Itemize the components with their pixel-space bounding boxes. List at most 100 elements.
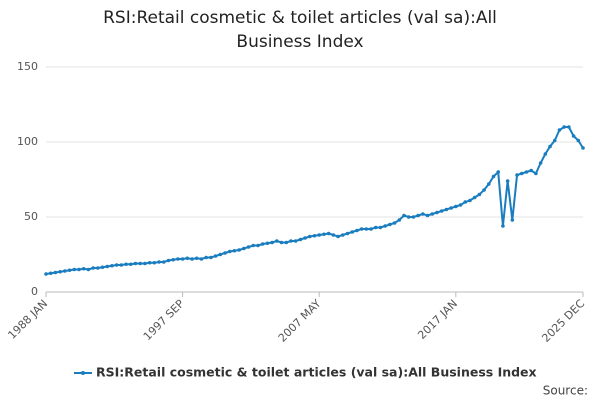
point — [48, 271, 53, 276]
point — [364, 227, 369, 231]
point — [161, 260, 166, 264]
series-line — [45, 126, 584, 275]
point — [265, 241, 270, 246]
point — [171, 257, 175, 262]
point — [336, 234, 340, 239]
point — [496, 170, 501, 174]
point — [213, 254, 218, 258]
y-tick-label: 0 — [31, 285, 38, 298]
point — [515, 173, 519, 177]
x-tick-label: 2007 MAY — [276, 297, 324, 345]
x-tick-label: 2025 DEC — [539, 297, 587, 345]
point — [307, 234, 312, 239]
point — [293, 239, 298, 243]
y-tick-label: 100 — [17, 135, 38, 148]
point — [100, 265, 105, 270]
point — [454, 204, 458, 209]
point — [180, 257, 185, 261]
point — [53, 270, 58, 275]
x-tick-label: 1988 JAN — [5, 297, 50, 342]
point — [143, 261, 147, 266]
point — [275, 239, 279, 243]
point — [260, 242, 265, 246]
point — [289, 239, 293, 243]
point — [218, 252, 223, 257]
point — [256, 243, 260, 248]
point — [124, 262, 128, 267]
point — [152, 260, 157, 265]
point — [463, 200, 468, 204]
point — [557, 128, 562, 132]
point — [491, 174, 496, 179]
point — [138, 261, 143, 266]
point — [67, 268, 72, 273]
point — [435, 210, 439, 215]
point — [270, 240, 274, 245]
point — [449, 206, 453, 210]
point — [392, 221, 397, 225]
point — [232, 248, 237, 253]
point — [468, 198, 472, 203]
point — [477, 192, 482, 197]
point — [86, 267, 91, 272]
x-tick-label: 2017 JAN — [415, 297, 460, 342]
point — [298, 237, 303, 242]
point — [237, 248, 241, 252]
point — [444, 207, 449, 212]
point — [147, 260, 152, 265]
legend-label: RSI:Retail cosmetic & toilet articles (v… — [96, 365, 537, 380]
point — [524, 170, 529, 174]
point — [284, 240, 289, 245]
point — [519, 171, 524, 176]
point — [538, 161, 543, 165]
point — [157, 260, 161, 264]
point — [322, 232, 326, 237]
point — [72, 267, 77, 272]
point — [350, 230, 354, 234]
point — [345, 231, 350, 236]
point — [133, 261, 138, 266]
point — [383, 224, 387, 228]
point — [204, 255, 208, 260]
point — [425, 213, 430, 218]
point — [510, 218, 515, 222]
point — [166, 258, 171, 263]
point — [534, 171, 538, 176]
point — [303, 236, 307, 240]
point — [279, 240, 284, 245]
point — [571, 134, 576, 138]
point — [176, 257, 180, 261]
point — [355, 228, 359, 233]
point — [482, 188, 486, 192]
point — [430, 212, 435, 216]
point — [326, 231, 331, 236]
point — [77, 267, 81, 272]
point — [110, 263, 114, 268]
source: Source: — [543, 384, 588, 398]
point — [543, 152, 548, 156]
point — [373, 225, 378, 230]
point — [416, 213, 420, 218]
x-tick-label: 1997 SEP — [141, 297, 187, 343]
point — [242, 246, 246, 251]
point — [105, 264, 110, 269]
point — [567, 125, 571, 129]
point — [44, 272, 48, 276]
point — [63, 269, 67, 273]
point — [397, 218, 402, 222]
point — [472, 195, 477, 200]
point — [411, 215, 416, 219]
point — [501, 224, 505, 228]
point — [388, 222, 392, 227]
point — [119, 263, 124, 267]
point — [402, 213, 406, 218]
point — [581, 146, 585, 150]
point — [505, 179, 510, 183]
point — [227, 249, 232, 254]
point — [194, 256, 199, 261]
point — [331, 233, 336, 237]
point — [369, 227, 373, 231]
point — [185, 256, 190, 261]
